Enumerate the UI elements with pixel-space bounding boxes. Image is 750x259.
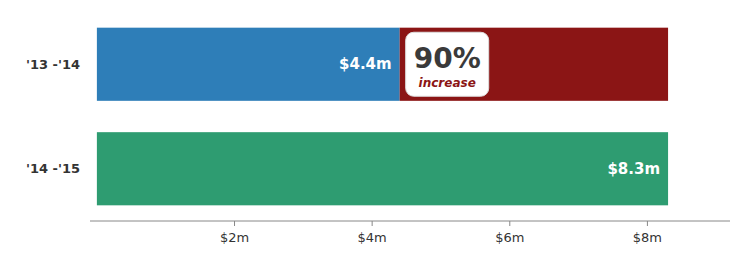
data-label: $8.3m: [607, 160, 660, 178]
increase-bar: [400, 28, 668, 101]
y-axis: '13 -'14 '14 -'15: [26, 57, 80, 177]
annotation-text: increase: [419, 76, 476, 90]
x-tick: [647, 221, 648, 226]
x-tick-label: $6m: [495, 230, 524, 245]
x-tick: [234, 221, 235, 226]
bar: [97, 28, 400, 101]
category-label: '13 -'14: [26, 57, 80, 72]
x-tick-label: $8m: [633, 230, 662, 245]
x-axis: $2m $4m $6m $8m: [90, 221, 730, 245]
chart-svg: $2m $4m $6m $8m '13 -'14 '14 -'15 $4.4m $8.3m 90…: [0, 0, 750, 259]
category-label: '14 -'15: [26, 161, 80, 176]
annotation: 90%increase: [406, 32, 489, 96]
data-label: $4.4m: [339, 55, 392, 73]
x-tick: [509, 221, 510, 226]
x-tick: [372, 221, 373, 226]
bars: [97, 28, 668, 206]
x-tick-label: $4m: [358, 230, 387, 245]
data-labels: $4.4m $8.3m: [339, 55, 660, 178]
x-tick-label: $2m: [220, 230, 249, 245]
annotation-bubble: [406, 32, 489, 96]
bar: [97, 132, 668, 205]
annotation-text: 90%: [414, 42, 481, 75]
chart-container: $2m $4m $6m $8m '13 -'14 '14 -'15 $4.4m $8.3m 90…: [0, 0, 750, 259]
x-axis-line: [90, 221, 730, 222]
